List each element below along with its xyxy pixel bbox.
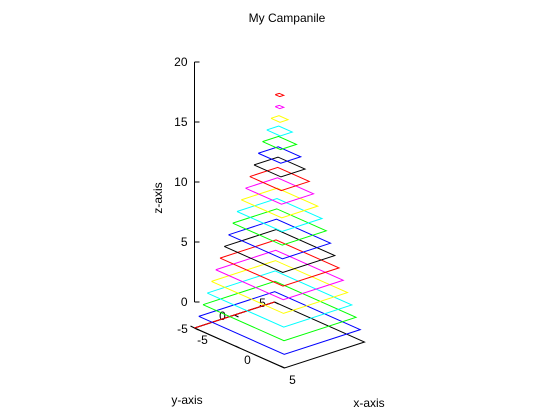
campanile-ring — [262, 135, 298, 151]
z-tick-label: 15 — [174, 115, 188, 129]
x-tick-label: -5 — [197, 333, 208, 347]
y-tick-label: 0 — [219, 309, 226, 323]
campanile-ring — [194, 301, 275, 329]
z-tick-label: 10 — [174, 175, 188, 189]
chart-title: My Campanile — [249, 11, 326, 25]
campanile-ring — [228, 218, 332, 260]
z-tick-label: 20 — [174, 55, 188, 69]
campanile-ring — [219, 239, 341, 287]
campanile-ring — [270, 115, 290, 123]
y-axis-label: y-axis — [171, 393, 202, 407]
campanile-ring — [207, 270, 354, 328]
x-tick-label: 5 — [289, 373, 296, 387]
campanile-ring — [202, 280, 358, 342]
campanile-ring — [241, 187, 320, 219]
x-tick-label: 0 — [244, 353, 251, 367]
z-axis-label: z-axis — [151, 182, 165, 213]
z-tick-label: 5 — [181, 235, 188, 249]
campanile-ring — [253, 156, 307, 178]
x-axis-label: x-axis — [353, 396, 384, 410]
axes-group: 0 5 10 15 20 -5 0 5 -5 0 5 — [174, 55, 296, 387]
campanile-ring — [249, 166, 311, 192]
campanile-ring — [236, 197, 324, 233]
y-tick — [234, 314, 239, 318]
y-tick-label: 5 — [259, 296, 266, 310]
campanile-ring — [245, 177, 315, 205]
y-tick-label: -5 — [177, 322, 188, 336]
z-tick-label: 0 — [181, 295, 188, 309]
campanile-ring — [275, 104, 286, 110]
campanile-ring — [198, 291, 362, 355]
x-tick — [190, 325, 195, 329]
rings-group — [194, 92, 366, 369]
campanile-ring — [211, 260, 349, 314]
campanile-ring — [266, 125, 294, 137]
campanile-ring — [258, 146, 303, 164]
campanile-ring — [232, 208, 328, 246]
campanile-ring — [215, 249, 345, 301]
campanile-ring — [275, 92, 286, 98]
